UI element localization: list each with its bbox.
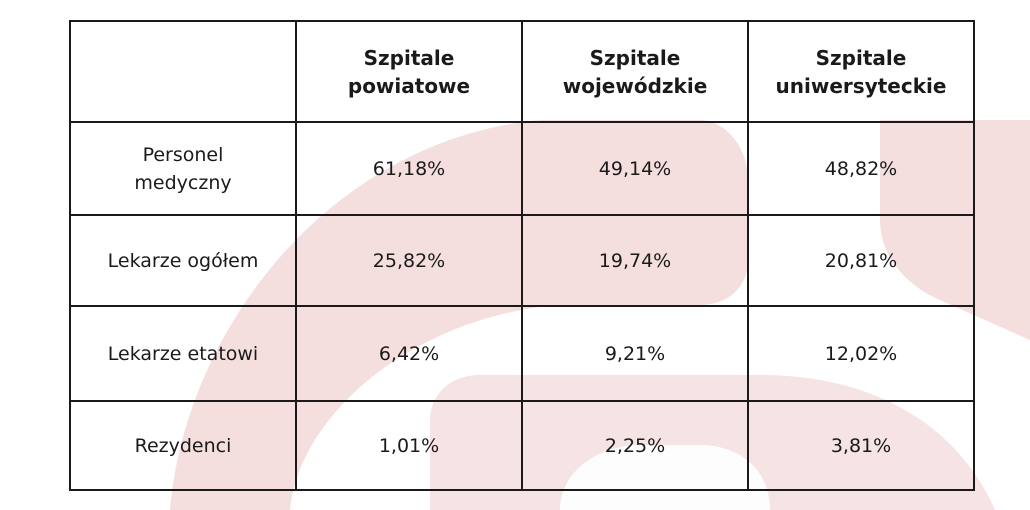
table-cell: 19,74%: [521, 214, 749, 307]
table-cell: 3,81%: [747, 400, 975, 491]
row-label: Lekarze etatowi: [69, 305, 297, 402]
header-cell-wojewodzkie: Szpitale wojewódzkie: [521, 20, 749, 123]
table-row: Lekarze etatowi 6,42% 9,21% 12,02%: [69, 305, 975, 402]
header-cell-uniwersyteckie: Szpitale uniwersyteckie: [747, 20, 975, 123]
header-label: Szpitale wojewódzkie: [562, 45, 708, 98]
header-cell-empty: [69, 20, 297, 123]
header-cell-powiatowe: Szpitale powiatowe: [295, 20, 523, 123]
row-label: Rezydenci: [69, 400, 297, 491]
row-label: Personel medyczny: [69, 121, 297, 216]
table-cell: 9,21%: [521, 305, 749, 402]
table-cell: 6,42%: [295, 305, 523, 402]
table-cell: 48,82%: [747, 121, 975, 216]
header-label: Szpitale powiatowe: [347, 45, 471, 98]
table-cell: 20,81%: [747, 214, 975, 307]
hospital-staff-table: Szpitale powiatowe Szpitale wojewódzkie …: [69, 20, 975, 491]
header-label: Szpitale uniwersyteckie: [775, 45, 947, 98]
table-cell: 49,14%: [521, 121, 749, 216]
row-label-text: Personel medyczny: [134, 143, 232, 194]
table-row: Lekarze ogółem 25,82% 19,74% 20,81%: [69, 214, 975, 307]
table-row: Personel medyczny 61,18% 49,14% 48,82%: [69, 121, 975, 216]
table-cell: 2,25%: [521, 400, 749, 491]
table-cell: 61,18%: [295, 121, 523, 216]
table-cell: 12,02%: [747, 305, 975, 402]
table-cell: 25,82%: [295, 214, 523, 307]
table-header-row: Szpitale powiatowe Szpitale wojewódzkie …: [69, 20, 975, 123]
row-label: Lekarze ogółem: [69, 214, 297, 307]
table-row: Rezydenci 1,01% 2,25% 3,81%: [69, 400, 975, 491]
table-cell: 1,01%: [295, 400, 523, 491]
